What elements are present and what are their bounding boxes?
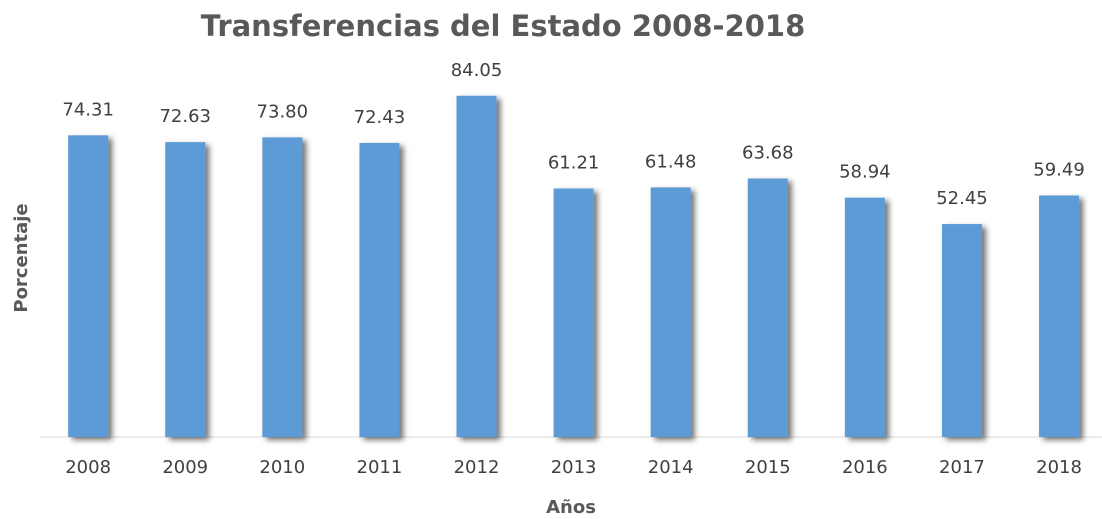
bar	[1039, 195, 1080, 437]
x-tick-label: 2016	[842, 457, 888, 478]
data-label: 52.45	[936, 188, 988, 209]
data-label: 61.21	[548, 152, 600, 173]
x-tick-label: 2009	[162, 457, 208, 478]
x-tick-label: 2014	[648, 457, 694, 478]
x-tick-label: 2010	[259, 457, 305, 478]
bar	[941, 224, 982, 437]
x-tick-label: 2013	[551, 457, 597, 478]
data-label: 84.05	[451, 60, 503, 81]
y-axis-title: Porcentaje	[11, 203, 32, 312]
x-tick-label: 2008	[65, 457, 111, 478]
data-label: 74.31	[62, 99, 114, 120]
bar	[844, 197, 885, 437]
x-tick-label: 2011	[357, 457, 403, 478]
bar	[650, 187, 691, 437]
data-label: 72.43	[354, 107, 406, 128]
x-axis-title: Años	[546, 497, 596, 518]
x-tick-label: 2018	[1036, 457, 1082, 478]
bar	[456, 95, 497, 437]
x-tick-label: 2012	[454, 457, 500, 478]
bar	[359, 142, 400, 437]
data-label: 58.94	[839, 162, 891, 183]
data-label: 63.68	[742, 142, 794, 163]
data-label: 73.80	[257, 101, 309, 122]
bar	[68, 135, 109, 438]
bar	[553, 188, 594, 437]
x-tick-label: 2015	[745, 457, 791, 478]
bar	[747, 178, 788, 437]
data-label: 72.63	[159, 106, 211, 127]
data-label: 61.48	[645, 151, 697, 172]
bar	[165, 142, 206, 437]
bar	[262, 137, 303, 437]
data-label: 59.49	[1033, 159, 1085, 180]
chart-title: Transferencias del Estado 2008-2018	[201, 9, 806, 43]
x-tick-label: 2017	[939, 457, 985, 478]
